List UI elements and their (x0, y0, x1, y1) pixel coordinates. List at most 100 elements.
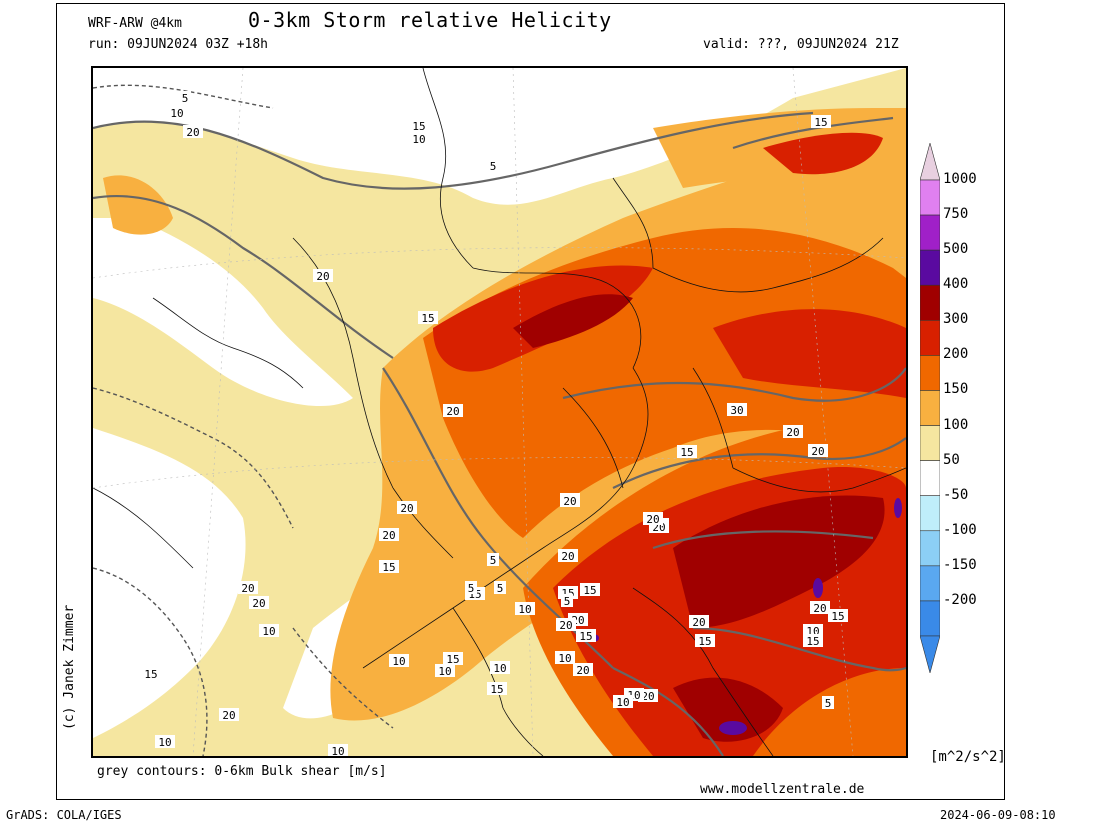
colorbar-label: -50 (943, 486, 969, 503)
contour-label-text: 10 (392, 655, 405, 668)
contour-label-text: 20 (646, 513, 659, 526)
contour-label-box (828, 609, 848, 622)
contour-label-box (822, 696, 834, 709)
contour-label: 15 (379, 560, 399, 574)
contour-label: 15 (828, 609, 848, 623)
contour-label-text: 15 (490, 683, 503, 696)
contour-label: 20 (238, 581, 258, 595)
contour-label: 15 (409, 119, 429, 133)
contour-label-box (810, 601, 830, 614)
contour-label: 15 (695, 634, 715, 648)
contour-label-box (613, 695, 633, 708)
contour-label-box (808, 444, 828, 457)
contour-label-box (465, 581, 477, 594)
contour-label-box (803, 634, 823, 647)
contour-label-box (249, 596, 269, 609)
contour-label: 15 (677, 445, 697, 459)
contour-label-text: 5 (468, 582, 475, 595)
contour-label-box (183, 125, 203, 138)
contour-label: 15 (443, 652, 463, 666)
contour-label-text: 5 (182, 92, 189, 105)
contour-label-box (179, 91, 191, 104)
contour-label-box (141, 667, 161, 680)
contour-label-text: 20 (186, 126, 199, 139)
colorbar (920, 143, 940, 673)
contour-label-box (695, 634, 715, 647)
contour-label-box (490, 661, 510, 674)
colorbar-bottom-tip (920, 635, 940, 673)
contour-label-box (313, 269, 333, 282)
bulk-shear-contours-dashed (93, 84, 394, 756)
contour-label: 10 (259, 624, 279, 638)
map-canvas: 5102015105201520202015302020151020202020… (93, 68, 906, 756)
contour-label-text: 10 (170, 107, 183, 120)
contour-label-box (443, 652, 463, 665)
contour-label-text: 20 (576, 664, 589, 677)
contour-label: 5 (487, 159, 499, 173)
contour-label-box (783, 425, 803, 438)
colorbar-label: 100 (943, 416, 969, 433)
contour-label-box (238, 581, 258, 594)
contour-label-box (397, 501, 417, 514)
contour-label-text: 10 (158, 736, 171, 749)
contour-label-box (643, 512, 663, 525)
contour-label-text: 20 (400, 502, 413, 515)
contour-label: 20 (808, 444, 828, 458)
contour-label-text: 20 (446, 405, 459, 418)
contour-label-box (328, 744, 348, 756)
contour-label-text: 10 (331, 745, 344, 756)
field-100-150-northwest (103, 175, 173, 235)
contour-label-box (409, 119, 429, 132)
contour-label-box (573, 663, 593, 676)
contour-label: 15 (803, 634, 823, 648)
contour-label-box (561, 594, 573, 607)
field-low-west (93, 428, 246, 738)
colorbar-label: -200 (943, 591, 977, 608)
contour-label-text: 20 (241, 582, 254, 595)
contour-label-text: 20 (786, 426, 799, 439)
colorbar-segment (920, 425, 940, 461)
contour-label-text: 10 (518, 603, 531, 616)
contour-label: 20 (560, 494, 580, 508)
contour-label: 10 (328, 744, 348, 756)
contour-label: 10 (409, 132, 429, 146)
contour-label-text: 20 (813, 602, 826, 615)
contour-label-text: 15 (421, 312, 434, 325)
contour-label-text: 20 (641, 690, 654, 703)
contour-label: 20 (379, 528, 399, 542)
contour-label-text: 5 (825, 697, 832, 710)
footer-left: GrADS: COLA/IGES (6, 808, 122, 822)
contour-label: 20 (558, 549, 578, 563)
field-low-north-sea (93, 218, 353, 407)
contour-label-text: 20 (382, 529, 395, 542)
colorbar-label: 150 (943, 381, 969, 398)
contour-label-box (811, 115, 831, 128)
contour-label: 10 (389, 654, 409, 668)
contour-label-text: 10 (262, 625, 275, 638)
contour-label-box (379, 528, 399, 541)
contour-label-text: 5 (490, 554, 497, 567)
contour-label-box (219, 708, 239, 721)
colorbar-segment (920, 565, 940, 602)
contour-label-box (558, 549, 578, 562)
helicity-map: 5102015105201520202015302020151020202020… (91, 66, 908, 758)
contour-label-box (409, 132, 429, 145)
contour-label-text: 15 (806, 635, 819, 648)
colorbar-segment (920, 495, 940, 532)
contour-label: 5 (822, 696, 834, 710)
colorbar-label: 1000 (943, 171, 977, 187)
contour-label-text: 15 (446, 653, 459, 666)
colorbar-segment (920, 214, 940, 251)
contour-label: 10 (155, 735, 175, 749)
field-low-northwest (93, 68, 906, 205)
contour-label-text: 20 (222, 709, 235, 722)
contour-label-text: 20 (559, 619, 572, 632)
contour-label: 30 (727, 403, 747, 417)
contour-label-text: 5 (564, 595, 571, 608)
contour-label-text: 30 (730, 404, 743, 417)
colorbar-label: 500 (943, 241, 969, 258)
contour-label-text: 15 (698, 635, 711, 648)
contour-label-box (576, 629, 596, 642)
contour-label: 15 (487, 682, 507, 696)
contour-label: 20 (219, 708, 239, 722)
